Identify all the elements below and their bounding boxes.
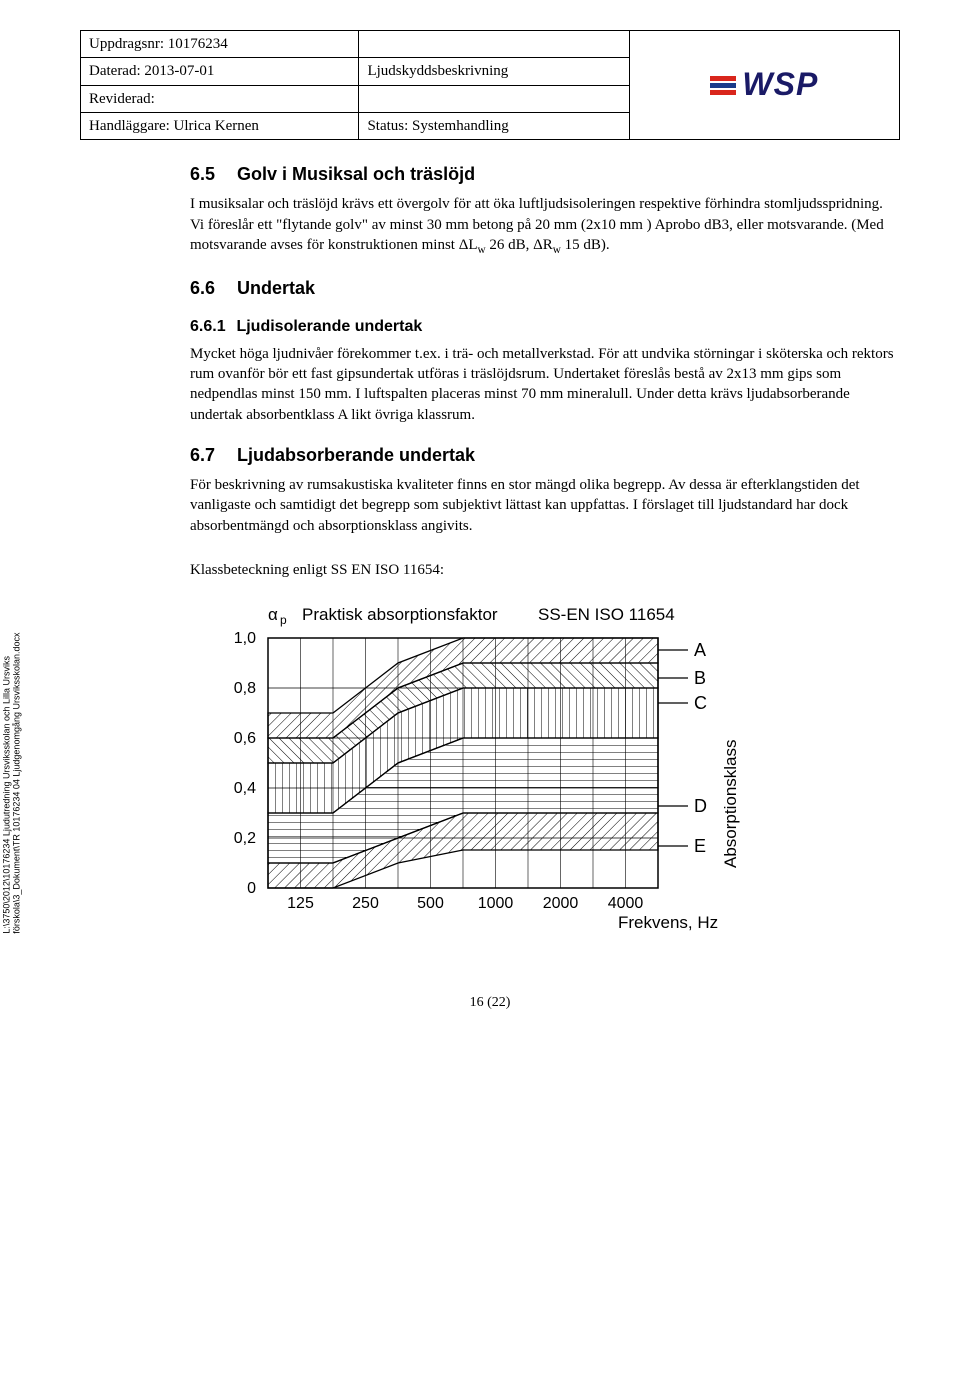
svg-text:0,4: 0,4	[234, 780, 256, 797]
header-cell: Ljudskyddsbeskrivning	[359, 58, 629, 85]
svg-text:2000: 2000	[543, 895, 579, 912]
wsp-logo: WSP	[630, 57, 899, 112]
section-number: 6.7	[190, 443, 232, 467]
paragraph: För beskrivning av rumsakustiska kvalite…	[190, 475, 900, 536]
svg-text:SS-EN ISO 11654: SS-EN ISO 11654	[538, 605, 675, 624]
side-file-path: L:\3750\2012\10176234 Ljudutredning Ursv…	[1, 632, 22, 933]
paragraph: Mycket höga ljudnivåer förekommer t.ex. …	[190, 344, 900, 425]
header-cell: Daterad: 2013-07-01	[81, 58, 359, 85]
svg-text:0,6: 0,6	[234, 730, 256, 747]
svg-text:p: p	[280, 613, 287, 627]
svg-text:D: D	[694, 796, 707, 816]
header-cell	[359, 31, 629, 58]
svg-text:Absorptionsklass: Absorptionsklass	[721, 740, 740, 869]
svg-text:Frekvens, Hz: Frekvens, Hz	[618, 913, 718, 932]
svg-text:α: α	[268, 605, 278, 624]
section-title: Golv i Musiksal och träslöjd	[237, 164, 475, 184]
main-content: 6.5 Golv i Musiksal och träslöjd I musik…	[80, 162, 900, 944]
subscript: w	[478, 244, 486, 256]
header-cell: Status: Systemhandling	[359, 112, 629, 139]
svg-text:Praktisk absorptionsfaktor: Praktisk absorptionsfaktor	[302, 605, 498, 624]
chart-svg: αp Praktisk absorptionsfaktor SS-EN ISO 11…	[198, 598, 758, 938]
svg-text:125: 125	[287, 895, 314, 912]
page-number: 16 (22)	[80, 994, 900, 1013]
section-heading-6-7: 6.7 Ljudabsorberande undertak	[190, 443, 900, 467]
header-cell: Uppdragsnr: 10176234	[81, 31, 359, 58]
logo-text: WSP	[742, 63, 818, 106]
subsection-heading-6-6-1: 6.6.1 Ljudisolerande undertak	[190, 316, 900, 338]
svg-text:1,0: 1,0	[234, 630, 256, 647]
svg-text:250: 250	[352, 895, 379, 912]
svg-text:500: 500	[417, 895, 444, 912]
svg-text:0,8: 0,8	[234, 680, 256, 697]
section-number: 6.6	[190, 276, 232, 300]
logo-cell: WSP	[629, 31, 899, 140]
svg-text:0: 0	[247, 880, 256, 897]
logo-bars-icon	[710, 76, 736, 95]
side-text-line: L:\3750\2012\10176234 Ljudutredning Ursv…	[1, 656, 11, 934]
absorption-chart: αp Praktisk absorptionsfaktor SS-EN ISO 11…	[198, 598, 900, 944]
section-title: Ljudabsorberande undertak	[237, 445, 475, 465]
header-cell: Handläggare: Ulrica Kernen	[81, 112, 359, 139]
section-number: 6.5	[190, 162, 232, 186]
klass-label: Klassbeteckning enligt SS EN ISO 11654:	[190, 560, 900, 580]
subscript: w	[553, 244, 561, 256]
svg-text:4000: 4000	[608, 895, 644, 912]
paragraph-text: 26 dB, ΔR	[486, 237, 553, 253]
svg-text:C: C	[694, 693, 707, 713]
header-cell: Reviderad:	[81, 85, 359, 112]
svg-text:B: B	[694, 668, 706, 688]
section-heading-6-6: 6.6 Undertak	[190, 276, 900, 300]
svg-text:0,2: 0,2	[234, 830, 256, 847]
side-text-line: förskola\3_Dokument\TR 10176234 04 Ljudg…	[12, 632, 22, 933]
svg-text:E: E	[694, 836, 706, 856]
header-cell	[359, 85, 629, 112]
svg-text:1000: 1000	[478, 895, 514, 912]
svg-text:A: A	[694, 640, 706, 660]
section-heading-6-5: 6.5 Golv i Musiksal och träslöjd	[190, 162, 900, 186]
section-title: Undertak	[237, 278, 315, 298]
subsection-number: 6.6.1	[190, 316, 232, 338]
paragraph: I musiksalar och träslöjd krävs ett över…	[190, 194, 900, 258]
document-header-table: Uppdragsnr: 10176234 WSP Daterad: 2013-0…	[80, 30, 900, 140]
subsection-title: Ljudisolerande undertak	[236, 318, 422, 335]
paragraph-text: 15 dB).	[561, 237, 610, 253]
